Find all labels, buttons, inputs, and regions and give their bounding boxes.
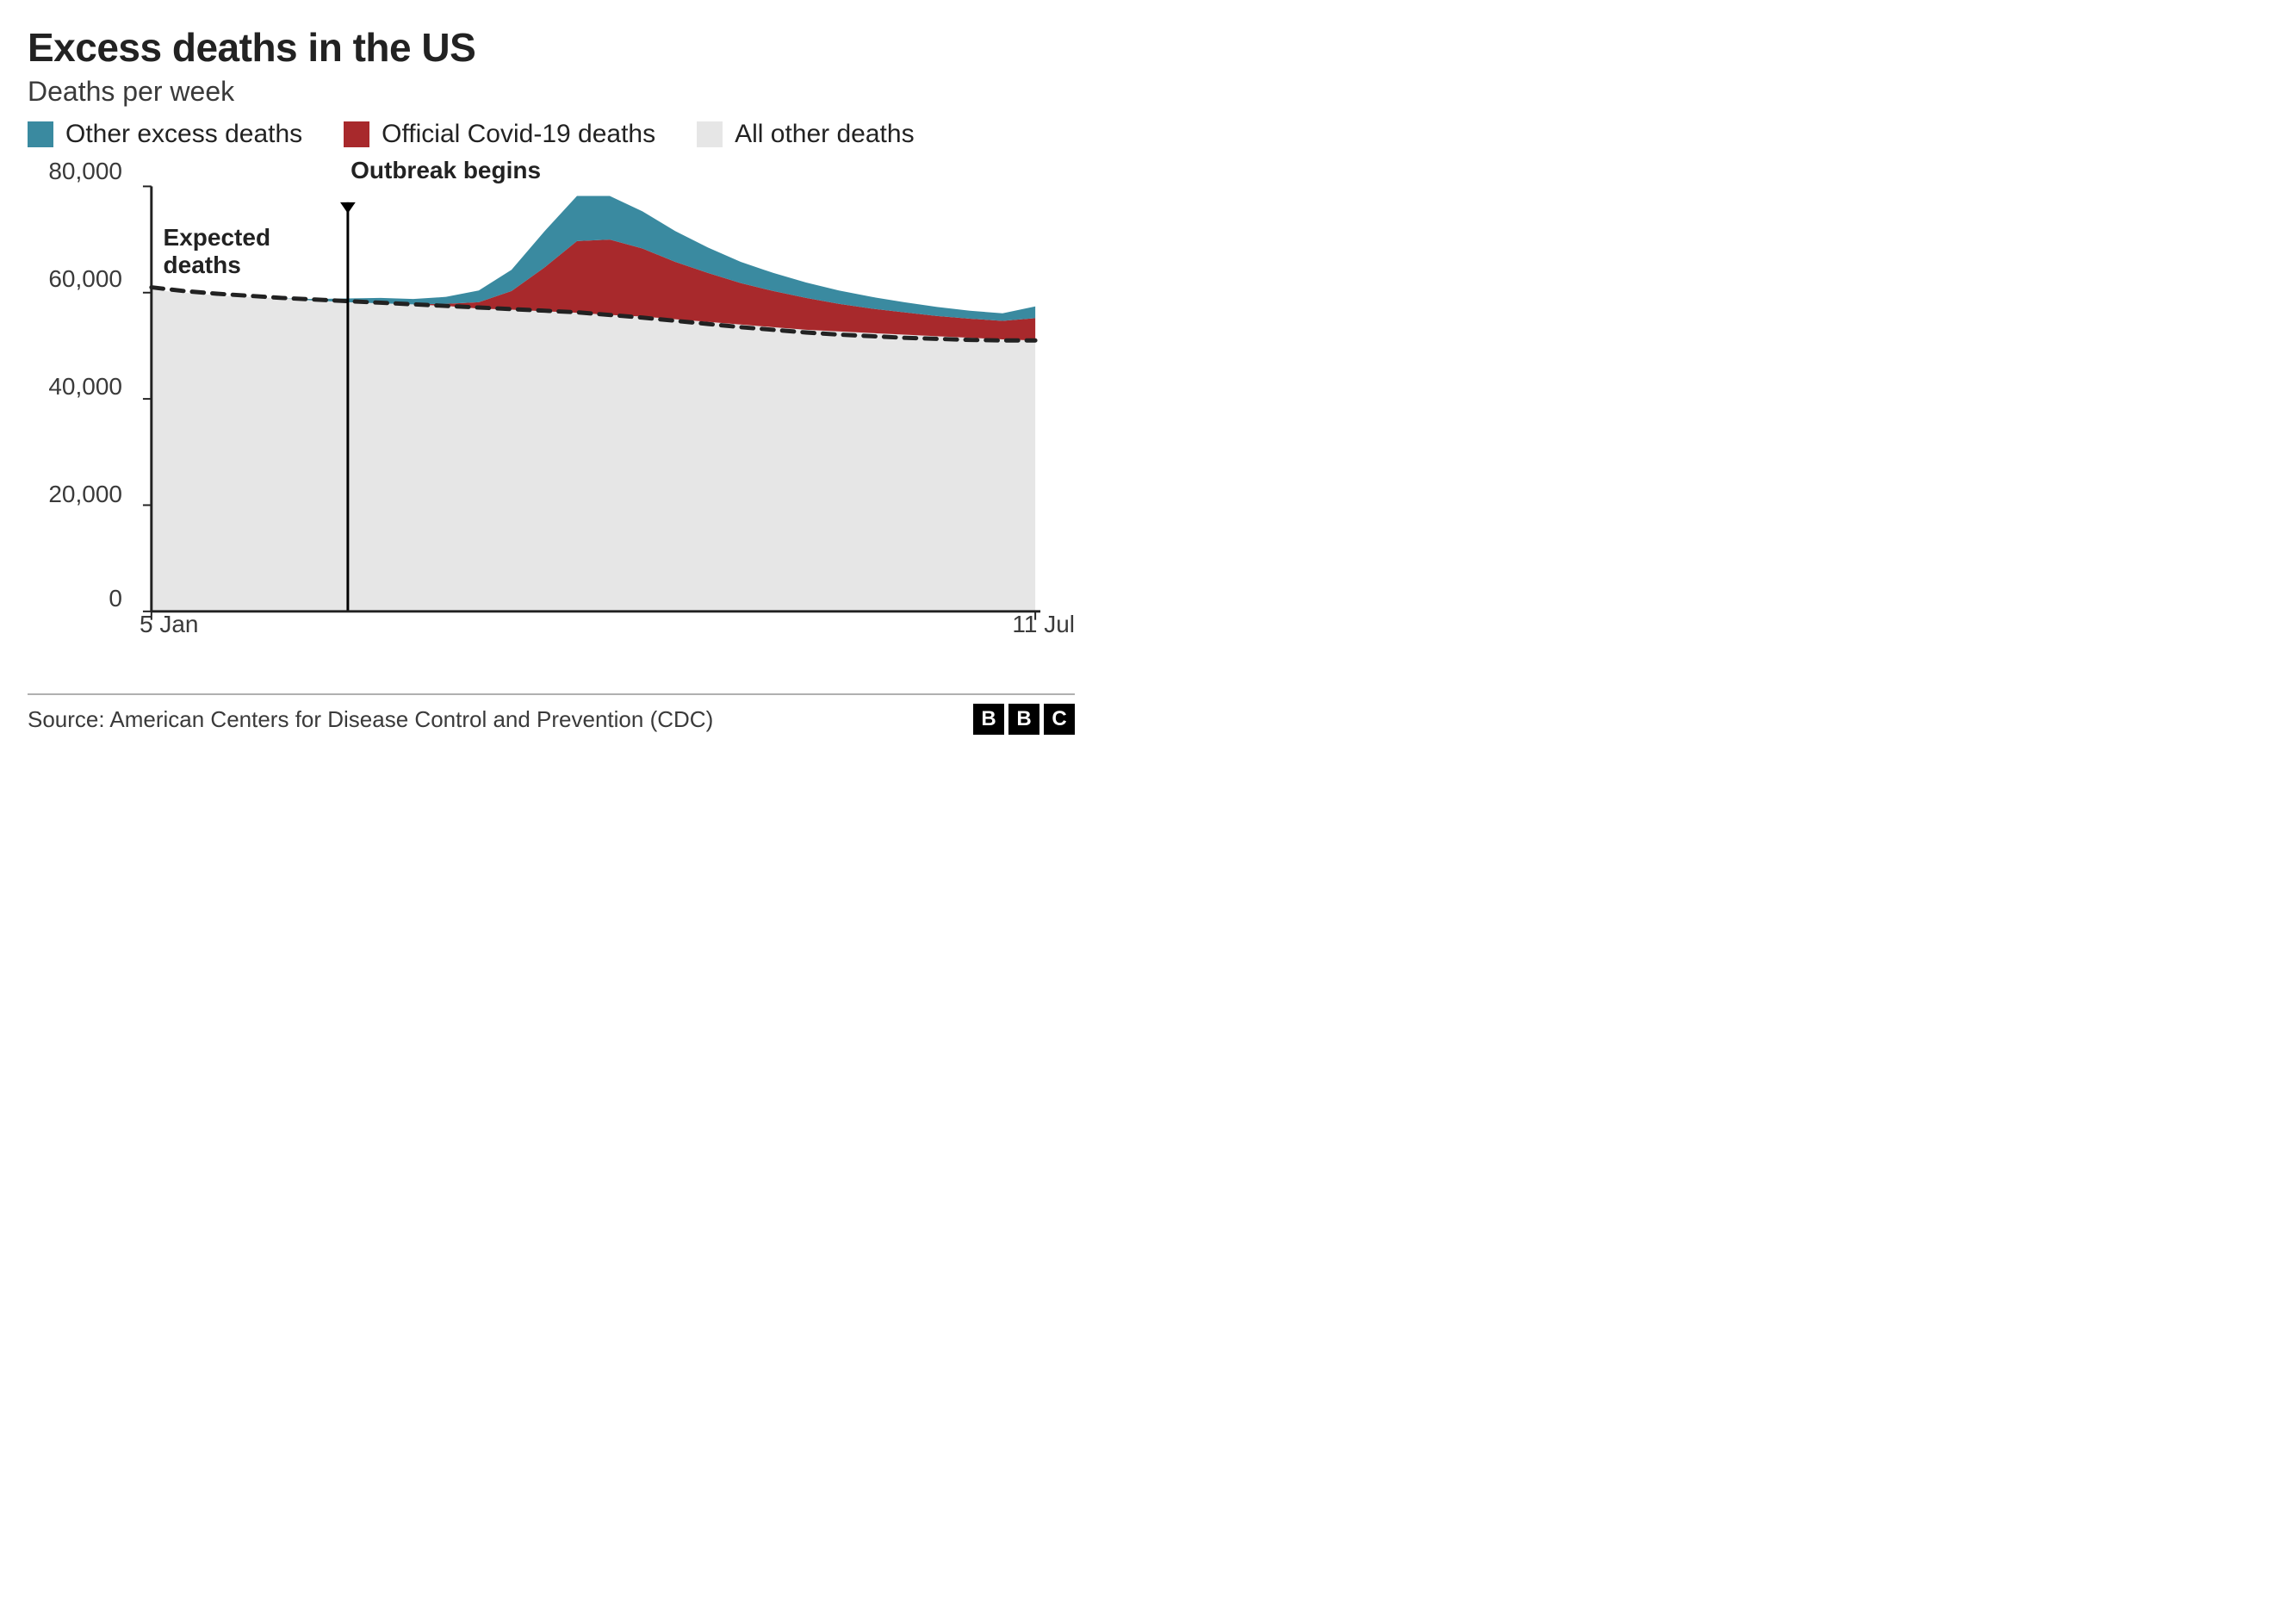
legend: Other excess deaths Official Covid-19 de…	[28, 120, 1075, 149]
legend-label: Other excess deaths	[65, 120, 302, 149]
y-tick-label: 80,000	[28, 158, 122, 185]
bbc-logo: B B C	[973, 704, 1075, 735]
legend-swatch	[697, 121, 723, 147]
y-tick-label: 40,000	[28, 373, 122, 401]
y-tick-label: 20,000	[28, 481, 122, 508]
legend-item-covid: Official Covid-19 deaths	[344, 120, 655, 149]
bbc-logo-block: B	[1008, 704, 1039, 735]
legend-label: All other deaths	[735, 120, 914, 149]
legend-label: Official Covid-19 deaths	[382, 120, 655, 149]
chart-area: 80,000 60,000 40,000 20,000 0 5 Jan 11 J…	[28, 165, 1075, 664]
legend-item-all-other: All other deaths	[697, 120, 914, 149]
chart-title: Excess deaths in the US	[28, 24, 1075, 71]
legend-swatch	[28, 121, 53, 147]
bbc-logo-block: B	[973, 704, 1004, 735]
chart-svg	[140, 165, 1044, 647]
source-text: Source: American Centers for Disease Con…	[28, 706, 713, 733]
y-tick-label: 60,000	[28, 265, 122, 293]
legend-swatch	[344, 121, 369, 147]
legend-item-other-excess: Other excess deaths	[28, 120, 302, 149]
chart-subtitle: Deaths per week	[28, 76, 1075, 108]
bbc-logo-block: C	[1044, 704, 1075, 735]
y-tick-label: 0	[28, 585, 122, 612]
